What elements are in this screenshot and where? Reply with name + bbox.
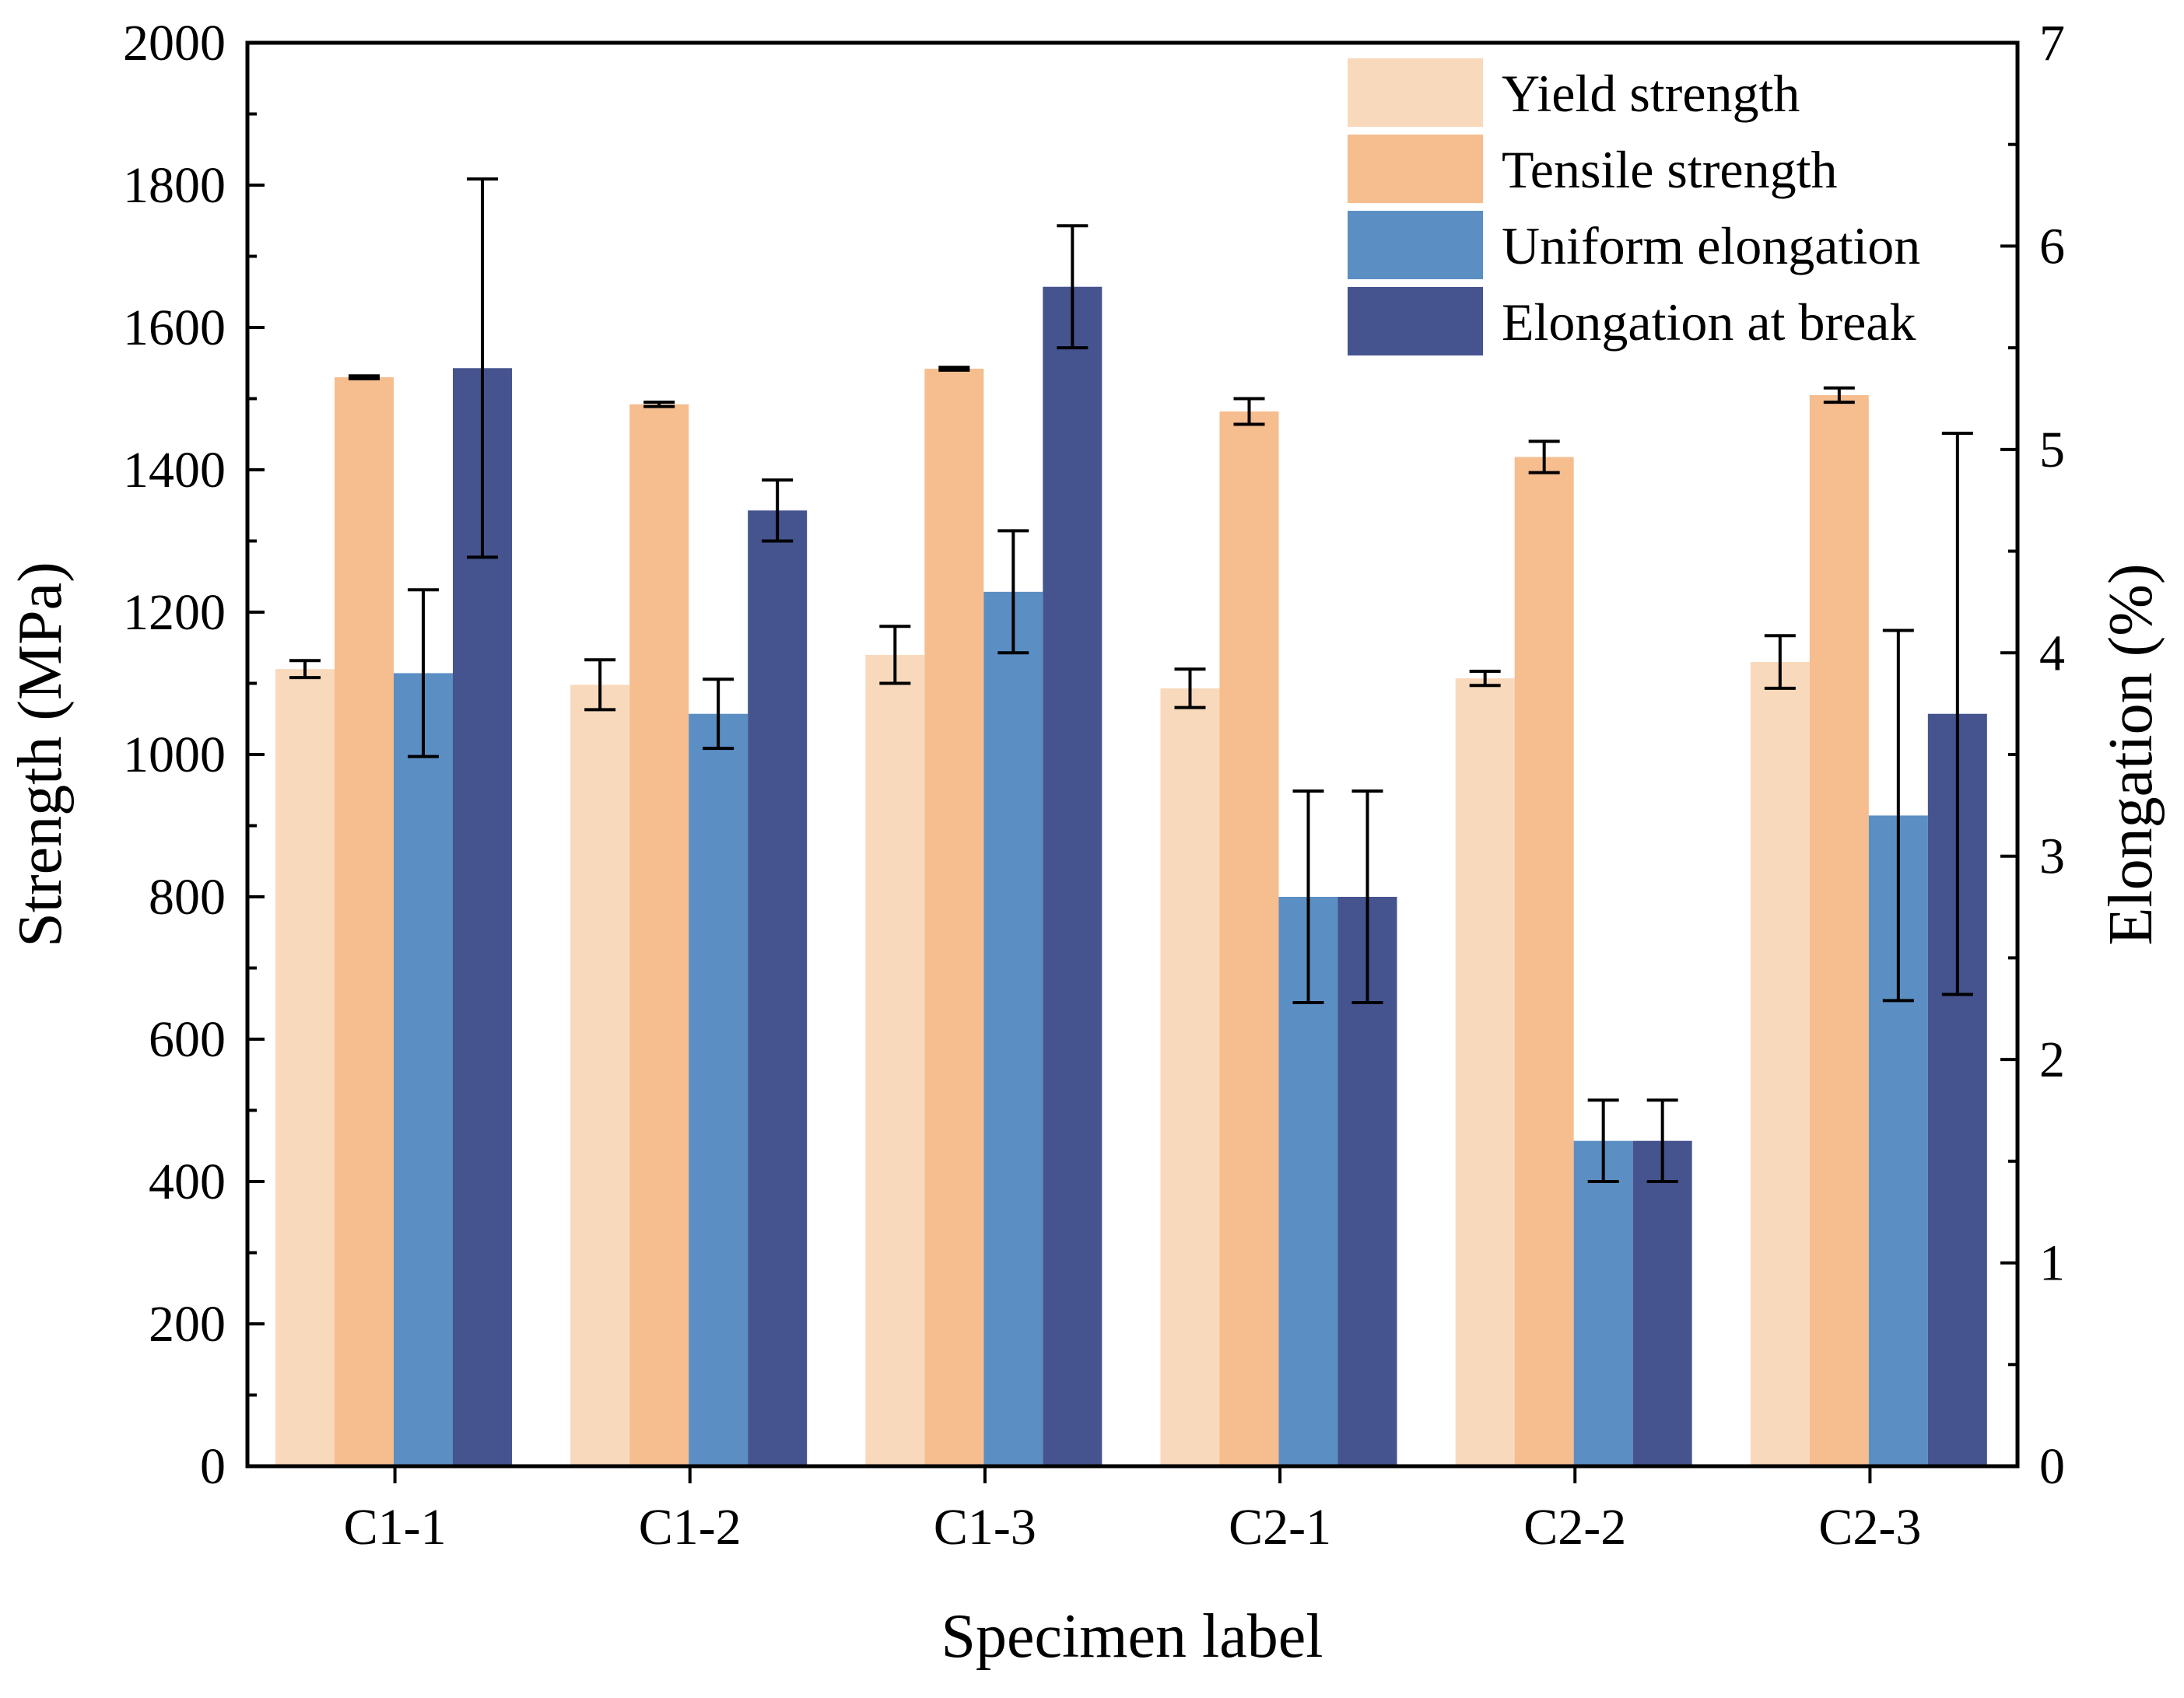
y-tick-label-200: 200	[149, 1296, 226, 1353]
y-tick-label-1200: 1200	[123, 584, 226, 641]
y2-axis-title: Elongation (%)	[2097, 564, 2165, 946]
error-bar-c2-3-yield-strength	[1764, 634, 1796, 690]
error-bar-c1-2-tensile-strength	[643, 401, 675, 408]
legend: Yield strength Tensile strength Uniform el…	[1348, 58, 1920, 355]
error-bar-c2-3-tensile-strength	[1823, 386, 1855, 404]
bars-layer	[275, 286, 1987, 1467]
y2-tick-label-5: 5	[2039, 422, 2065, 478]
y-tick-label-2000: 2000	[123, 15, 226, 72]
y2-tick-label-7: 7	[2039, 15, 2065, 72]
bar-c1-2-tensile-strength	[629, 404, 689, 1466]
y2-tick-label-1: 1	[2039, 1235, 2065, 1292]
error-bar-c1-2-yield-strength	[584, 658, 616, 712]
bar-c1-1-uniform-elongation	[394, 673, 453, 1466]
y2-tick-label-2: 2	[2039, 1031, 2065, 1088]
bar-c2-2-yield-strength	[1455, 678, 1515, 1466]
bar-c1-3-uniform-elongation	[983, 591, 1043, 1466]
error-bar-c1-2-elongation-at-break	[762, 478, 794, 543]
bar-c2-2-elongation-at-break	[1632, 1140, 1692, 1466]
error-bar-c1-1-uniform-elongation	[408, 588, 439, 758]
bar-c1-2-elongation-at-break	[748, 510, 808, 1467]
legend-swatch-tensile-strength	[1348, 135, 1483, 203]
error-bar-c2-2-tensile-strength	[1528, 439, 1560, 474]
error-bar-c1-3-yield-strength	[879, 625, 911, 685]
error-bar-c1-3-elongation-at-break	[1057, 224, 1088, 350]
error-bar-c1-1-tensile-strength	[349, 374, 380, 380]
error-bar-c2-3-elongation-at-break	[1941, 431, 1973, 996]
error-bar-c2-2-yield-strength	[1469, 669, 1501, 688]
bar-c2-2-tensile-strength	[1514, 457, 1574, 1466]
error-bar-c1-1-yield-strength	[289, 659, 321, 680]
legend-label-uniform-elongation: Uniform elongation	[1502, 216, 1920, 275]
error-bar-c2-1-yield-strength	[1174, 667, 1206, 709]
y2-tick-label-3: 3	[2039, 828, 2065, 885]
error-bar-c2-2-elongation-at-break	[1646, 1098, 1678, 1183]
bar-c2-3-yield-strength	[1750, 662, 1810, 1466]
legend-label-tensile-strength: Tensile strength	[1502, 140, 1837, 199]
y-tick-label-400: 400	[149, 1154, 226, 1210]
bar-c1-3-elongation-at-break	[1043, 286, 1103, 1466]
error-bar-c1-3-uniform-elongation	[997, 529, 1029, 655]
error-bar-c2-1-tensile-strength	[1233, 397, 1265, 426]
error-bar-c1-2-uniform-elongation	[703, 677, 734, 751]
x-tick-label-c1-3: C1-3	[934, 1499, 1036, 1556]
bar-c1-2-yield-strength	[570, 684, 630, 1466]
error-bar-c2-1-uniform-elongation	[1292, 789, 1324, 1004]
y-tick-label-0: 0	[200, 1438, 226, 1495]
x-axis-title: Specimen label	[941, 1602, 1323, 1671]
y-tick-label-1400: 1400	[123, 442, 226, 499]
legend-swatch-yield-strength	[1348, 58, 1483, 127]
y2-tick-label-0: 0	[2039, 1438, 2065, 1495]
error-bar-c1-1-elongation-at-break	[467, 177, 498, 559]
x-tick-label-c1-2: C1-2	[639, 1499, 741, 1556]
y-tick-label-1600: 1600	[123, 299, 226, 356]
bar-c1-3-yield-strength	[865, 654, 925, 1466]
y-tick-label-1800: 1800	[123, 157, 226, 214]
error-bar-c2-1-elongation-at-break	[1351, 789, 1383, 1004]
x-tick-label-c2-2: C2-2	[1523, 1499, 1626, 1556]
ticks-layer: C1-1 C1-2 C1-3 C2-1 C2-2 C2-3 0 200 400 600 800 100…	[123, 15, 2065, 1556]
y-axis-title: Strength (MPa)	[6, 562, 75, 947]
x-tick-label-c2-3: C2-3	[1818, 1499, 1921, 1556]
y-tick-label-1000: 1000	[123, 726, 226, 783]
bar-c1-3-tensile-strength	[924, 369, 984, 1466]
y2-tick-label-4: 4	[2039, 625, 2065, 681]
errorbar-layer	[289, 177, 1973, 1183]
y2-tick-label-6: 6	[2039, 218, 2065, 275]
legend-swatch-elongation-at-break	[1348, 287, 1483, 355]
x-tick-label-c1-1: C1-1	[344, 1499, 447, 1556]
y-tick-label-800: 800	[149, 869, 226, 926]
bar-c2-1-tensile-strength	[1219, 411, 1279, 1466]
x-tick-label-c2-1: C2-1	[1229, 1499, 1331, 1556]
bar-c1-1-tensile-strength	[335, 377, 394, 1466]
bar-c1-1-yield-strength	[275, 669, 335, 1467]
bar-c2-2-uniform-elongation	[1573, 1140, 1633, 1466]
legend-label-yield-strength: Yield strength	[1502, 64, 1800, 123]
bar-c2-1-yield-strength	[1160, 688, 1220, 1466]
error-bar-c2-2-uniform-elongation	[1587, 1098, 1619, 1183]
bar-c2-3-tensile-strength	[1809, 394, 1869, 1466]
y-tick-label-600: 600	[149, 1011, 226, 1068]
error-bar-c2-3-uniform-elongation	[1882, 628, 1914, 1003]
error-bar-c1-3-tensile-strength	[938, 366, 970, 372]
legend-label-elongation-at-break: Elongation at break	[1502, 292, 1916, 352]
legend-swatch-uniform-elongation	[1348, 211, 1483, 279]
bar-c1-2-uniform-elongation	[689, 713, 748, 1466]
